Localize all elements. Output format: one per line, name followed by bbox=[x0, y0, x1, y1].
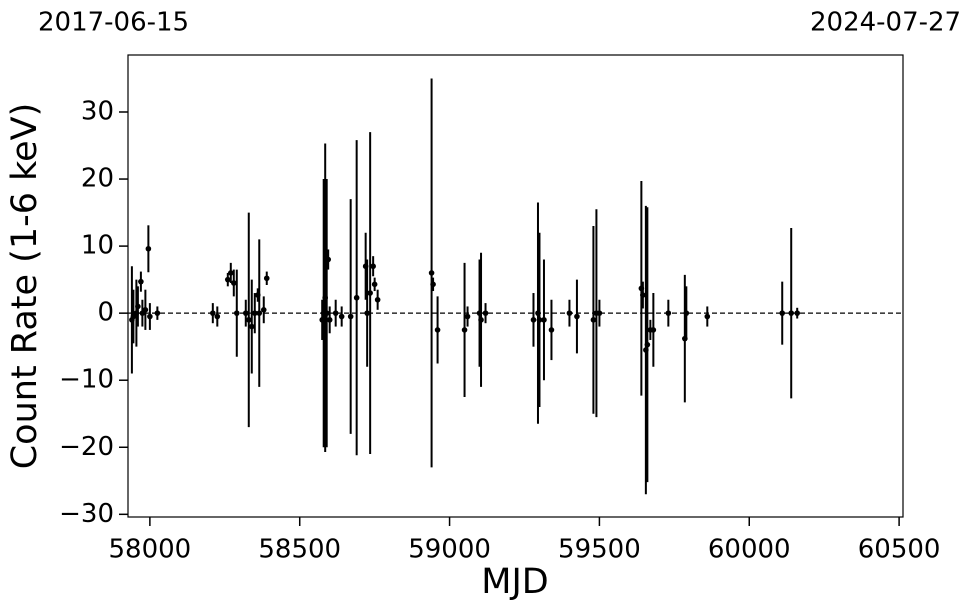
data-point bbox=[482, 310, 489, 316]
plot-frame bbox=[127, 54, 904, 518]
data-point bbox=[133, 310, 140, 316]
y-tick-label: 0 bbox=[97, 298, 114, 328]
data-point bbox=[428, 270, 435, 276]
data-point bbox=[541, 317, 547, 323]
data-point bbox=[260, 307, 267, 313]
data-point bbox=[245, 317, 252, 323]
data-point bbox=[638, 285, 645, 292]
data-point bbox=[347, 313, 354, 320]
data-point bbox=[434, 327, 441, 333]
data-point bbox=[224, 276, 231, 283]
data-point bbox=[574, 313, 580, 320]
y-tick-label: 20 bbox=[81, 164, 114, 194]
data-point bbox=[362, 263, 369, 270]
data-point bbox=[464, 313, 471, 320]
top-left-label: 2017-06-15 bbox=[38, 8, 189, 38]
data-point bbox=[367, 290, 373, 296]
y-tick-label: −20 bbox=[59, 432, 114, 462]
data-point bbox=[682, 335, 688, 342]
data-point bbox=[644, 341, 651, 348]
x-axis-label: MJD bbox=[481, 562, 548, 602]
data-point bbox=[374, 296, 381, 303]
y-tick-label: −30 bbox=[59, 499, 114, 529]
data-point bbox=[338, 313, 345, 320]
data-point bbox=[371, 281, 378, 288]
data-point bbox=[704, 313, 711, 320]
x-tick-label: 59500 bbox=[558, 535, 641, 565]
data-point bbox=[325, 256, 331, 263]
data-point bbox=[478, 317, 484, 323]
data-point bbox=[145, 245, 152, 252]
data-point bbox=[461, 327, 468, 333]
data-point bbox=[323, 310, 330, 316]
x-tick-label: 59000 bbox=[408, 535, 491, 565]
data-point bbox=[353, 294, 360, 301]
data-point bbox=[566, 310, 573, 316]
x-tick-label: 58000 bbox=[109, 535, 192, 565]
data-point bbox=[476, 310, 483, 316]
y-tick-label: −10 bbox=[59, 365, 114, 395]
x-tick-label: 60500 bbox=[858, 535, 941, 565]
data-point bbox=[154, 310, 161, 316]
y-axis-label: Count Rate (1-6 keV) bbox=[5, 103, 45, 470]
data-point bbox=[530, 317, 537, 323]
data-point bbox=[794, 310, 801, 316]
data-point bbox=[256, 310, 263, 316]
data-point bbox=[242, 310, 249, 316]
data-point bbox=[643, 347, 649, 353]
data-point bbox=[548, 327, 555, 333]
y-tick-label: 30 bbox=[81, 96, 114, 126]
data-point bbox=[210, 310, 216, 316]
data-point bbox=[138, 278, 144, 285]
data-point bbox=[370, 263, 376, 270]
data-point bbox=[535, 310, 541, 316]
data-point bbox=[683, 310, 690, 316]
data-point bbox=[536, 317, 543, 323]
x-tick-label: 60000 bbox=[708, 535, 791, 565]
data-point bbox=[135, 303, 141, 310]
top-right-label: 2024-07-27 bbox=[810, 8, 961, 38]
data-point bbox=[251, 310, 258, 316]
data-point bbox=[263, 275, 270, 282]
data-point bbox=[430, 281, 436, 288]
data-point bbox=[364, 310, 370, 316]
data-point bbox=[596, 310, 603, 316]
data-point bbox=[326, 317, 333, 323]
data-point bbox=[142, 307, 149, 313]
data-point bbox=[640, 292, 646, 298]
data-point bbox=[147, 313, 153, 320]
data-point bbox=[233, 310, 240, 316]
data-point bbox=[322, 294, 328, 301]
data-point bbox=[590, 317, 597, 323]
x-tick-label: 58500 bbox=[258, 535, 341, 565]
y-tick-label: 10 bbox=[81, 231, 114, 261]
data-point bbox=[227, 270, 234, 276]
data-point bbox=[230, 280, 237, 286]
data-point bbox=[332, 310, 339, 316]
data-point bbox=[319, 317, 325, 323]
data-point bbox=[650, 327, 657, 333]
data-point bbox=[254, 292, 261, 298]
data-point bbox=[665, 310, 672, 316]
data-point bbox=[779, 310, 786, 316]
data-point bbox=[214, 313, 221, 320]
data-point bbox=[248, 323, 255, 330]
data-point bbox=[788, 310, 795, 316]
